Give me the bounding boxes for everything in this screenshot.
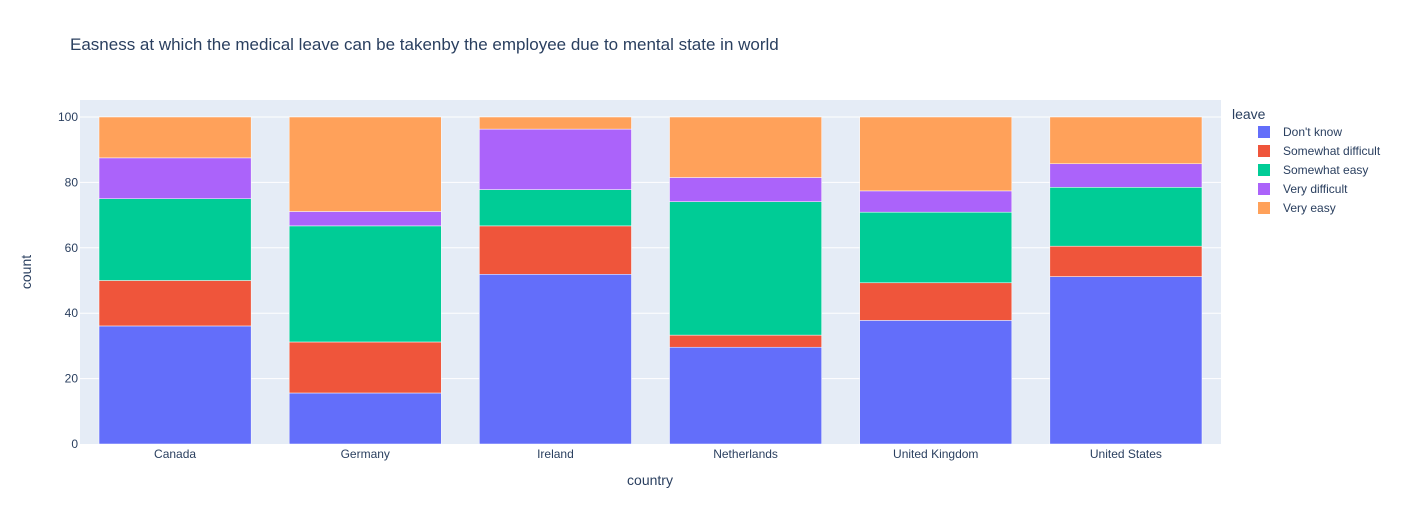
x-tick-label: Netherlands [713,447,778,461]
bar-segment [1049,187,1203,247]
bar-segment [479,116,632,130]
legend-title: leave [1232,106,1266,122]
x-tick-label: United Kingdom [893,447,978,461]
bar-segment [669,177,822,202]
y-tick-label: 0 [71,437,78,451]
x-tick-label: Ireland [537,447,574,461]
bar-segment [1049,245,1203,277]
bar-segment [288,341,442,394]
bar-segment [1049,163,1203,188]
bar-segment [479,225,632,275]
bar-segment [859,190,1013,213]
bar-segment [98,116,252,159]
bar-segment [859,116,1013,192]
legend-swatch[interactable] [1258,126,1270,138]
y-tick-label: 40 [65,306,79,320]
x-tick-label: Germany [341,447,390,461]
x-tick-label: Canada [154,447,196,461]
x-axis-title: country [627,472,673,488]
bar-segment [479,128,632,190]
y-axis-title: count [18,255,34,289]
bar-segment [859,282,1013,321]
bar-segment [479,274,632,445]
bar-segment [1049,116,1203,165]
legend-swatch[interactable] [1258,202,1270,214]
legend-item-label[interactable]: Very difficult [1283,182,1348,196]
bar-segment [669,116,822,178]
bar-segment [98,280,252,327]
bar-segment [859,211,1013,284]
bar-segment [669,334,822,348]
bars [98,116,1203,445]
bar-segment [669,201,822,336]
bar-segment [479,189,632,227]
bar-segment [669,346,822,445]
y-tick-label: 80 [65,175,79,189]
legend-swatch[interactable] [1258,164,1270,176]
bar-segment [288,225,442,343]
legend-item-label[interactable]: Very easy [1283,201,1336,215]
bar-segment [288,211,442,227]
legend-item-label[interactable]: Somewhat difficult [1283,144,1381,158]
y-tick-label: 100 [58,110,78,124]
bar-segment [98,198,252,281]
bar-segment [1049,276,1203,445]
plot-background [80,100,1221,444]
axes: 0 20 40 60 80 100 Canada Germany Ireland Netherla… [58,110,1162,461]
y-tick-label: 20 [65,372,79,386]
bar-segment [288,392,442,445]
x-tick-label: United States [1090,447,1162,461]
bar-segment [98,157,252,199]
grid-lines [80,116,1221,380]
y-tick-label: 60 [65,241,79,255]
legend-item-label[interactable]: Don't know [1283,125,1342,139]
legend-item-label[interactable]: Somewhat easy [1283,163,1368,177]
legend-swatch[interactable] [1258,145,1270,157]
bar-segment [288,116,442,212]
bar-segment [98,325,252,445]
legend: leave Don't know Somewhat difficult Somewh… [1232,106,1381,215]
legend-swatch[interactable] [1258,183,1270,195]
bar-segment [859,320,1013,445]
chart-title: Easness at which the medical leave can b… [70,35,779,54]
